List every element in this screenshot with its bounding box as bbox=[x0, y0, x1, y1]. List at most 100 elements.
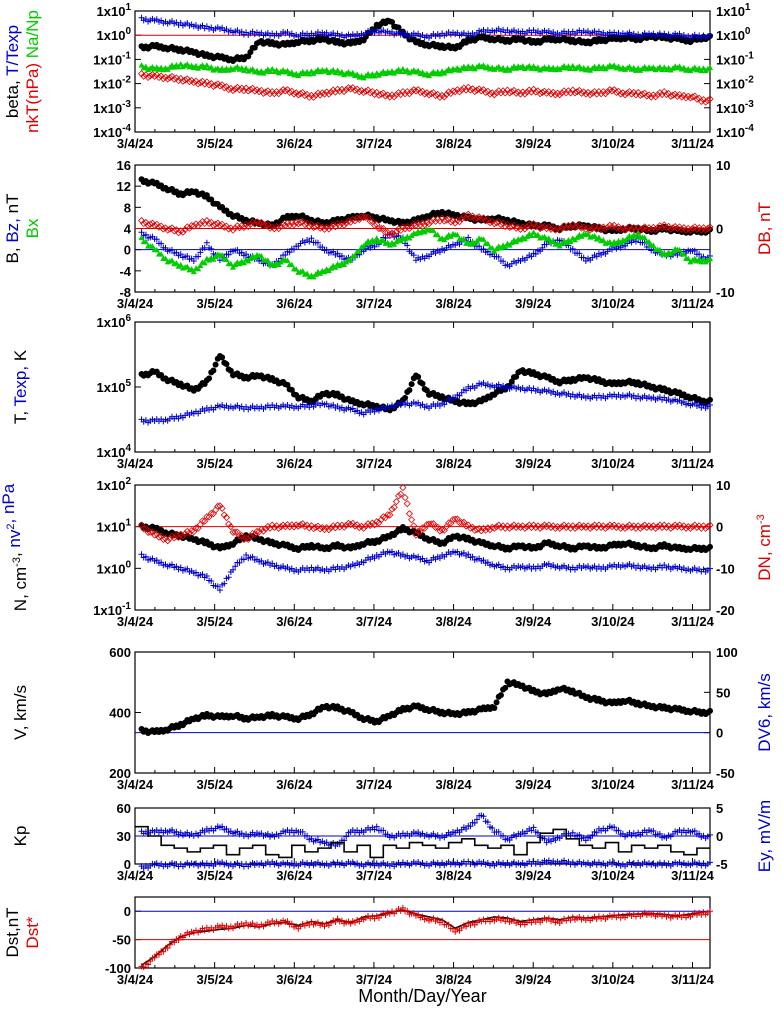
data-point bbox=[534, 87, 542, 95]
data-point bbox=[403, 88, 411, 96]
data-point bbox=[331, 223, 339, 231]
x-tick-label: 3/4/24 bbox=[117, 296, 154, 311]
data-point bbox=[146, 72, 154, 80]
y2-tick-label: 1x101 bbox=[716, 2, 751, 19]
data-point bbox=[665, 89, 673, 98]
y2-tick-label: 50 bbox=[716, 685, 730, 700]
data-point bbox=[262, 221, 270, 229]
data-point bbox=[225, 85, 233, 94]
data-point bbox=[707, 396, 713, 403]
y-tick-label: 400 bbox=[109, 706, 131, 721]
data-point bbox=[255, 219, 263, 227]
data-point bbox=[693, 225, 701, 233]
data-point bbox=[678, 225, 686, 233]
data-point bbox=[591, 232, 598, 239]
data-point bbox=[162, 244, 169, 251]
y2-tick-label: 1x10-4 bbox=[716, 123, 754, 140]
x-tick-label: 3/7/24 bbox=[356, 777, 393, 792]
data-point bbox=[251, 220, 259, 228]
data-point bbox=[162, 255, 169, 261]
data-point bbox=[521, 90, 529, 98]
data-point bbox=[323, 246, 330, 253]
series-bx bbox=[138, 226, 713, 280]
data-point bbox=[482, 217, 490, 225]
data-point bbox=[477, 215, 485, 223]
data-point bbox=[588, 89, 596, 97]
data-point bbox=[680, 251, 687, 257]
data-point bbox=[404, 242, 411, 249]
x-tick-label: 3/5/24 bbox=[197, 614, 234, 629]
data-point bbox=[195, 265, 202, 272]
data-point bbox=[442, 90, 451, 99]
data-point bbox=[556, 226, 564, 234]
x-tick-label: 3/10/24 bbox=[591, 972, 635, 987]
data-point bbox=[695, 94, 703, 102]
data-point bbox=[207, 80, 215, 88]
data-point bbox=[425, 220, 433, 228]
data-point bbox=[169, 257, 176, 263]
x-tick-label: 3/6/24 bbox=[276, 136, 313, 151]
data-point bbox=[492, 89, 501, 97]
data-point bbox=[434, 90, 442, 99]
data-point bbox=[166, 225, 174, 233]
data-point bbox=[146, 220, 154, 228]
data-point bbox=[219, 354, 226, 361]
data-point bbox=[704, 224, 712, 233]
data-point bbox=[503, 220, 512, 229]
data-point bbox=[303, 219, 311, 228]
data-point bbox=[601, 90, 610, 98]
data-point bbox=[330, 248, 337, 255]
data-point bbox=[685, 255, 692, 261]
data-point bbox=[203, 216, 211, 225]
data-point bbox=[206, 375, 213, 382]
data-point bbox=[497, 692, 504, 699]
y2-tick-label: 10 bbox=[716, 158, 730, 173]
data-point bbox=[142, 238, 149, 245]
data-point bbox=[244, 222, 252, 230]
data-point bbox=[174, 77, 183, 85]
data-point bbox=[569, 245, 576, 252]
data-point bbox=[623, 89, 631, 97]
x-tick-label: 3/8/24 bbox=[435, 456, 472, 471]
data-point bbox=[489, 244, 496, 251]
data-point bbox=[138, 234, 145, 240]
data-point bbox=[608, 223, 616, 231]
data-point bbox=[473, 214, 481, 222]
x-tick-label: 3/9/24 bbox=[515, 777, 552, 792]
data-point bbox=[381, 228, 390, 237]
x-tick-label: 3/6/24 bbox=[276, 614, 313, 629]
data-point bbox=[356, 248, 363, 254]
data-point bbox=[184, 253, 191, 260]
y-tick-label: 8 bbox=[124, 200, 131, 215]
data-point bbox=[342, 219, 350, 227]
data-point bbox=[543, 224, 551, 233]
data-point bbox=[638, 90, 647, 98]
data-point bbox=[177, 251, 184, 258]
data-point bbox=[197, 262, 204, 269]
y2-tick-label: 0 bbox=[716, 520, 723, 535]
y2-axis-label: DN, cm-3 bbox=[755, 514, 774, 580]
data-point bbox=[530, 220, 538, 228]
data-point bbox=[458, 86, 466, 94]
data-point bbox=[366, 217, 374, 225]
data-point bbox=[325, 526, 333, 534]
data-point bbox=[512, 89, 520, 97]
data-point bbox=[196, 79, 204, 87]
data-point bbox=[495, 87, 503, 95]
data-point bbox=[216, 82, 224, 90]
x-tick-label: 3/7/24 bbox=[356, 868, 393, 883]
data-point bbox=[471, 87, 479, 96]
x-tick-label: 3/7/24 bbox=[356, 136, 393, 151]
label-part: DN, cm bbox=[755, 524, 774, 581]
data-point bbox=[660, 88, 668, 96]
data-point bbox=[547, 90, 555, 98]
x-tick-label: 3/4/24 bbox=[117, 136, 154, 151]
panel-beta: 3/4/24 3/5/24 3/6/24 3/7/24 3/8/24 3/9/24 3/10… bbox=[3, 2, 754, 151]
data-point bbox=[142, 231, 149, 238]
label-part: Texp, bbox=[11, 366, 30, 411]
data-point bbox=[373, 88, 381, 96]
data-point bbox=[201, 259, 208, 266]
data-point bbox=[238, 249, 245, 256]
data-point bbox=[389, 18, 396, 25]
data-point bbox=[205, 81, 213, 89]
